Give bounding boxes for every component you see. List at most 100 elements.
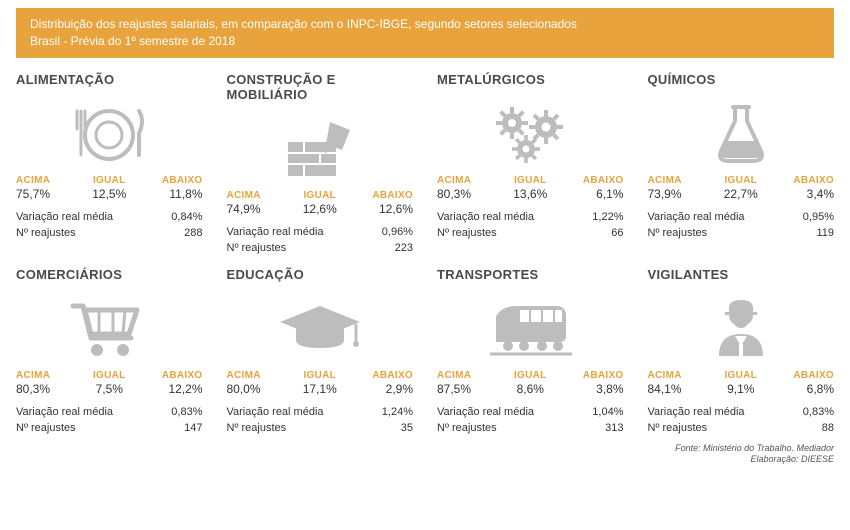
label-n-reajustes: Nº reajustes xyxy=(16,225,76,242)
value-variacao: 0,84% xyxy=(171,209,202,226)
value-n-reajustes: 147 xyxy=(184,420,202,437)
value-abaixo: 11,8% xyxy=(140,187,202,201)
value-n-reajustes: 66 xyxy=(611,225,623,242)
sector-card: METALÚRGICOS ACIMA 80,3% IGUAL 13,6% ABA… xyxy=(437,72,624,257)
value-acima: 84,1% xyxy=(648,382,710,396)
value-igual: 12,5% xyxy=(78,187,140,201)
value-acima: 73,9% xyxy=(648,187,710,201)
label-abaixo: ABAIXO xyxy=(351,370,413,381)
value-igual: 7,5% xyxy=(78,382,140,396)
sector-card: ALIMENTAÇÃO ACIMA 75,7% IGUAL 12,5% ABAI… xyxy=(16,72,203,257)
label-igual: IGUAL xyxy=(289,190,351,201)
value-variacao: 0,83% xyxy=(803,404,834,421)
label-variacao: Variação real média xyxy=(16,404,113,421)
header-title: Distribuição dos reajustes salariais, em… xyxy=(30,16,820,33)
sector-card: CONSTRUÇÃO E MOBILIÁRIO ACIMA 74,9% IGUA… xyxy=(227,72,414,257)
sector-title: EDUCAÇÃO xyxy=(227,267,414,282)
label-abaixo: ABAIXO xyxy=(351,190,413,201)
value-acima: 75,7% xyxy=(16,187,78,201)
header-subtitle: Brasil - Prévia do 1º semestre de 2018 xyxy=(30,33,820,50)
label-acima: ACIMA xyxy=(227,190,289,201)
category-row: ACIMA 87,5% IGUAL 8,6% ABAIXO 3,8% xyxy=(437,370,624,396)
value-abaixo: 12,6% xyxy=(351,202,413,216)
metrics: Variação real média 1,24% Nº reajustes 3… xyxy=(227,404,414,437)
footer-source: Fonte: Ministério do Trabalho. Mediador xyxy=(16,443,834,455)
label-n-reajustes: Nº reajustes xyxy=(227,240,287,257)
label-abaixo: ABAIXO xyxy=(140,175,202,186)
value-igual: 12,6% xyxy=(289,202,351,216)
sector-card: COMERCIÁRIOS ACIMA 80,3% IGUAL 7,5% ABAI… xyxy=(16,267,203,437)
value-abaixo: 6,8% xyxy=(772,382,834,396)
food-icon xyxy=(16,93,203,171)
label-igual: IGUAL xyxy=(78,370,140,381)
footer: Fonte: Ministério do Trabalho. Mediador … xyxy=(16,443,834,466)
label-variacao: Variação real média xyxy=(227,224,324,241)
sector-title: QUÍMICOS xyxy=(648,72,835,87)
label-n-reajustes: Nº reajustes xyxy=(648,420,708,437)
category-row: ACIMA 80,3% IGUAL 7,5% ABAIXO 12,2% xyxy=(16,370,203,396)
value-variacao: 1,04% xyxy=(592,404,623,421)
value-n-reajustes: 288 xyxy=(184,225,202,242)
label-abaixo: ABAIXO xyxy=(140,370,202,381)
value-n-reajustes: 119 xyxy=(816,225,834,242)
label-abaixo: ABAIXO xyxy=(772,370,834,381)
label-acima: ACIMA xyxy=(648,370,710,381)
value-variacao: 1,24% xyxy=(382,404,413,421)
category-row: ACIMA 80,0% IGUAL 17,1% ABAIXO 2,9% xyxy=(227,370,414,396)
label-n-reajustes: Nº reajustes xyxy=(16,420,76,437)
value-variacao: 0,96% xyxy=(382,224,413,241)
cart-icon xyxy=(16,288,203,366)
train-icon xyxy=(437,288,624,366)
value-acima: 80,3% xyxy=(437,187,499,201)
category-row: ACIMA 75,7% IGUAL 12,5% ABAIXO 11,8% xyxy=(16,175,203,201)
metrics: Variação real média 0,96% Nº reajustes 2… xyxy=(227,224,414,257)
sector-title: VIGILANTES xyxy=(648,267,835,282)
value-variacao: 0,83% xyxy=(171,404,202,421)
value-n-reajustes: 88 xyxy=(822,420,834,437)
label-acima: ACIMA xyxy=(16,370,78,381)
category-row: ACIMA 74,9% IGUAL 12,6% ABAIXO 12,6% xyxy=(227,190,414,216)
label-n-reajustes: Nº reajustes xyxy=(648,225,708,242)
value-acima: 80,3% xyxy=(16,382,78,396)
sector-card: EDUCAÇÃO ACIMA 80,0% IGUAL 17,1% ABAIXO … xyxy=(227,267,414,437)
value-igual: 8,6% xyxy=(499,382,561,396)
value-variacao: 1,22% xyxy=(592,209,623,226)
label-abaixo: ABAIXO xyxy=(772,175,834,186)
label-igual: IGUAL xyxy=(78,175,140,186)
label-igual: IGUAL xyxy=(499,370,561,381)
value-abaixo: 6,1% xyxy=(561,187,623,201)
label-igual: IGUAL xyxy=(289,370,351,381)
flask-icon xyxy=(648,93,835,171)
value-n-reajustes: 223 xyxy=(395,240,413,257)
value-igual: 9,1% xyxy=(710,382,772,396)
label-acima: ACIMA xyxy=(437,370,499,381)
category-row: ACIMA 80,3% IGUAL 13,6% ABAIXO 6,1% xyxy=(437,175,624,201)
sector-title: TRANSPORTES xyxy=(437,267,624,282)
label-acima: ACIMA xyxy=(437,175,499,186)
label-abaixo: ABAIXO xyxy=(561,370,623,381)
label-n-reajustes: Nº reajustes xyxy=(437,225,497,242)
label-variacao: Variação real média xyxy=(227,404,324,421)
label-igual: IGUAL xyxy=(710,370,772,381)
metrics: Variação real média 0,95% Nº reajustes 1… xyxy=(648,209,835,242)
metrics: Variação real média 1,04% Nº reajustes 3… xyxy=(437,404,624,437)
value-abaixo: 12,2% xyxy=(140,382,202,396)
label-igual: IGUAL xyxy=(499,175,561,186)
value-variacao: 0,95% xyxy=(803,209,834,226)
sector-title: COMERCIÁRIOS xyxy=(16,267,203,282)
metrics: Variação real média 0,84% Nº reajustes 2… xyxy=(16,209,203,242)
label-variacao: Variação real média xyxy=(648,209,745,226)
header-banner: Distribuição dos reajustes salariais, em… xyxy=(16,8,834,58)
gears-icon xyxy=(437,93,624,171)
sector-title: METALÚRGICOS xyxy=(437,72,624,87)
label-variacao: Variação real média xyxy=(16,209,113,226)
value-igual: 13,6% xyxy=(499,187,561,201)
footer-author: Elaboração: DIEESE xyxy=(16,454,834,466)
category-row: ACIMA 84,1% IGUAL 9,1% ABAIXO 6,8% xyxy=(648,370,835,396)
metrics: Variação real média 1,22% Nº reajustes 6… xyxy=(437,209,624,242)
sectors-grid: ALIMENTAÇÃO ACIMA 75,7% IGUAL 12,5% ABAI… xyxy=(16,72,834,437)
value-n-reajustes: 313 xyxy=(605,420,623,437)
value-igual: 17,1% xyxy=(289,382,351,396)
value-abaixo: 3,4% xyxy=(772,187,834,201)
sector-card: TRANSPORTES ACIMA 87,5% IGUAL 8,6% ABAIX… xyxy=(437,267,624,437)
